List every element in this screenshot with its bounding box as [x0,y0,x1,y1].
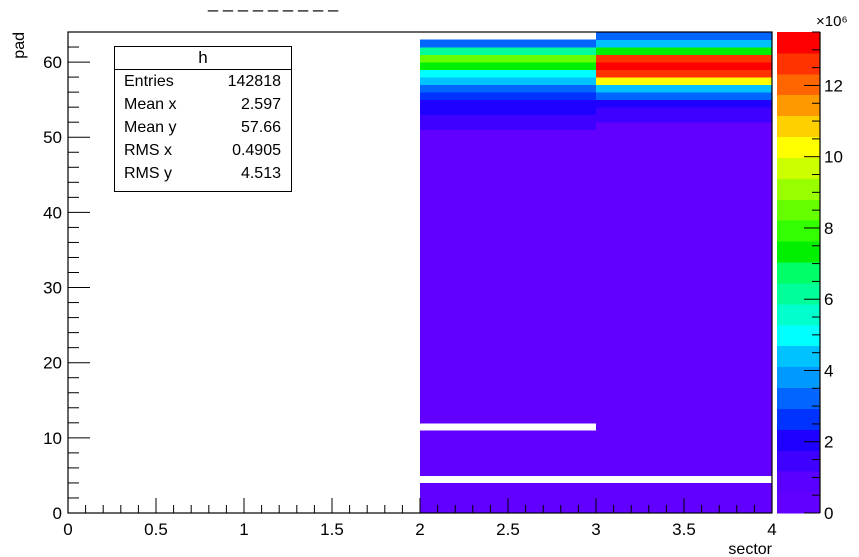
x-tick-label: 0 [63,520,72,539]
heatmap-cell [596,84,772,93]
heatmap-cell [596,54,772,63]
heatmap-cell [420,84,596,93]
colorbar-segment [777,52,820,75]
colorbar-segment [777,471,820,493]
stats-row-mean-y: Mean y 57.66 [115,116,291,139]
heatmap-cell [596,62,772,71]
heatmap-cell [420,430,596,476]
x-tick-label: 1.5 [320,520,344,539]
y-tick-label: 30 [43,279,62,298]
colorbar-segment [777,366,820,389]
stats-row-entries: Entries 142818 [115,70,291,93]
heatmap-cell [596,47,772,56]
colorbar-segment [777,157,820,179]
stats-value: 0.4905 [232,142,281,159]
stats-label: RMS y [124,165,172,182]
colorbar-segment [777,73,820,96]
heatmap-cell [420,129,596,424]
x-tick-label: 1 [239,520,248,539]
stats-label: Entries [124,73,174,90]
heatmap-cell [596,114,772,123]
colorbar-segment [777,115,820,138]
colorbar: 0 2 4 6 8 10 12 ×10⁶ [777,13,848,523]
colorbar-segment [777,429,820,451]
colorbar-tick-label: 8 [824,219,833,238]
heatmap-cell [596,107,772,116]
x-tick-label: 4 [767,520,776,539]
heatmap-cell [596,39,772,48]
heatmap-cell [420,54,596,63]
y-tick-label: 10 [43,429,62,448]
stats-label: Mean y [124,119,177,136]
colorbar-segment [777,178,820,200]
colorbar-tick-label: 10 [824,148,843,167]
heatmap-cell [420,47,596,56]
colorbar-segment [777,199,820,221]
stats-row-rms-x: RMS x 0.4905 [115,139,291,162]
x-tick-label: 0.5 [144,520,168,539]
heatmap-cell [596,77,772,86]
stats-box: h Entries 142818 Mean x 2.597 Mean y 57.… [114,46,292,192]
heatmap-cell [420,62,596,71]
colorbar-segment [777,220,820,242]
stats-value: 57.66 [240,119,281,136]
y-axis-label: pad [11,32,28,59]
heatmap-cell [420,114,596,131]
colorbar-segment [777,282,820,305]
colorbar-segment [777,492,820,514]
heatmap-cell [596,69,772,78]
heatmap-cell [420,39,596,48]
colorbar-tick-label: 4 [824,361,833,380]
colorbar-segment [777,345,820,368]
colorbar-segment [777,408,820,430]
stats-label: RMS x [124,142,172,159]
heatmap-cell [596,99,772,108]
colorbar-segment [777,450,820,472]
colorbar-segment [777,387,820,409]
colorbar-tick-label: 2 [824,433,833,452]
colorbar-segment [777,262,820,284]
y-tick-label: 0 [53,504,62,523]
heatmap-cell [420,92,596,101]
heatmap-cell [420,99,596,108]
colorbar-exponent-label: ×10⁶ [816,13,848,30]
y-tick-label: 20 [43,354,62,373]
colorbar-segment [777,303,820,326]
heatmap-cell [596,32,772,41]
stats-value: 4.513 [240,165,281,182]
stats-title: h [115,47,291,70]
colorbar-segment [777,136,820,158]
heatmap-cell [420,77,596,86]
heatmap-cell [596,92,772,101]
y-tick-label: 60 [43,53,62,72]
colorbar-tick-label: 0 [824,504,833,523]
colorbar-segment [777,241,820,263]
y-tick-label: 50 [43,128,62,147]
x-tick-label: 2 [415,520,424,539]
heatmap-cell [420,107,596,116]
x-axis-label: sector [728,541,772,557]
heatmap-cell [596,122,772,476]
stats-value: 2.597 [240,96,281,113]
stats-row-mean-x: Mean x 2.597 [115,93,291,116]
x-tick-label: 3.5 [672,520,696,539]
stats-label: Mean x [124,96,177,113]
x-tick-label: 3 [591,520,600,539]
colorbar-segment [777,94,820,117]
stats-value: 142818 [227,73,281,90]
x-tick-label: 2.5 [496,520,520,539]
heatmap-cell [420,69,596,78]
heatmap-cells [420,32,772,514]
colorbar-tick-label: 6 [824,290,833,309]
y-tick-label: 40 [43,203,62,222]
colorbar-segment [777,324,820,347]
stats-row-rms-y: RMS y 4.513 [115,162,291,185]
colorbar-segment [777,32,820,54]
chart-title: _ _ _ _ _ _ _ _ _ [208,0,339,12]
colorbar-tick-label: 12 [824,76,843,95]
